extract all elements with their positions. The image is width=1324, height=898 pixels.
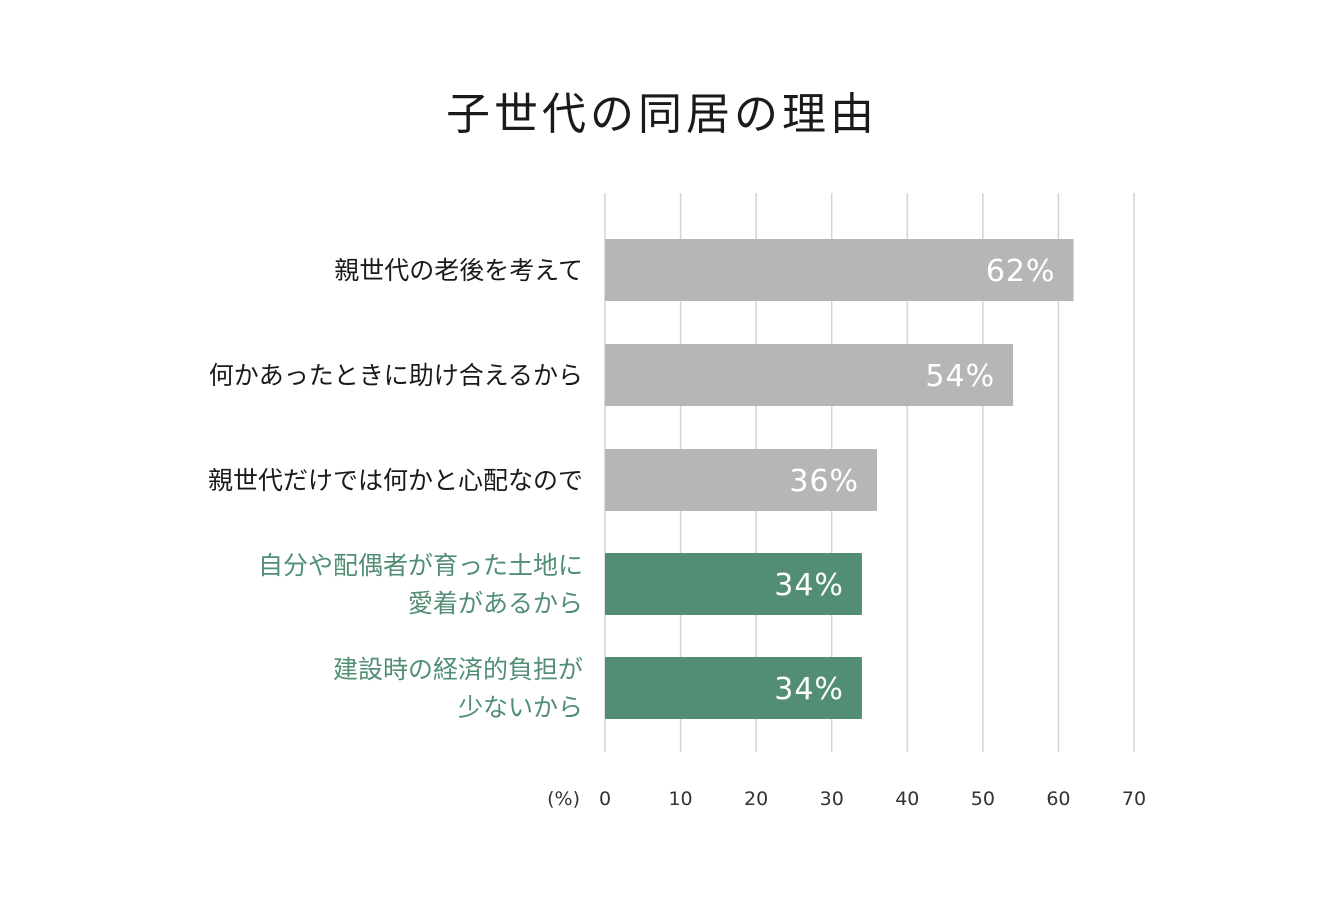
category-label: 少ないから	[458, 693, 583, 722]
category-label: 親世代だけでは何かと心配なので	[208, 466, 583, 495]
x-tick-label: 40	[895, 788, 919, 810]
category-labels: 親世代の老後を考えて何かあったときに助け合えるから親世代だけでは何かと心配なので…	[208, 256, 583, 722]
category-label: 何かあったときに助け合えるから	[209, 361, 583, 390]
value-label: 62%	[986, 254, 1056, 289]
x-tick-label: 60	[1046, 788, 1070, 810]
value-label: 34%	[774, 672, 844, 707]
bar	[605, 239, 1074, 301]
bar	[605, 657, 862, 719]
category-label: 建設時の経済的負担が	[333, 655, 583, 684]
category-label: 親世代の老後を考えて	[334, 256, 583, 285]
category-label: 愛着があるから	[408, 589, 583, 618]
x-tick-label: 50	[971, 788, 995, 810]
x-axis: 0 10 20 30 40 50 60 70 (%)	[547, 788, 1146, 810]
bars: 62% 54% 36% 34% 34%	[605, 239, 1074, 719]
unit-label: (%)	[547, 788, 580, 810]
x-tick-label: 70	[1122, 788, 1146, 810]
x-tick-label: 30	[820, 788, 844, 810]
bar	[605, 344, 1014, 406]
value-label: 34%	[774, 568, 844, 603]
category-label: 自分や配偶者が育った土地に	[258, 551, 583, 580]
value-label: 54%	[925, 359, 995, 394]
x-tick-label: 20	[744, 788, 768, 810]
chart-title: 子世代の同居の理由	[446, 89, 878, 140]
value-label: 36%	[789, 464, 859, 499]
x-tick-label: 0	[599, 788, 611, 810]
bar	[605, 553, 862, 615]
bar	[605, 449, 878, 511]
x-tick-label: 10	[668, 788, 692, 810]
